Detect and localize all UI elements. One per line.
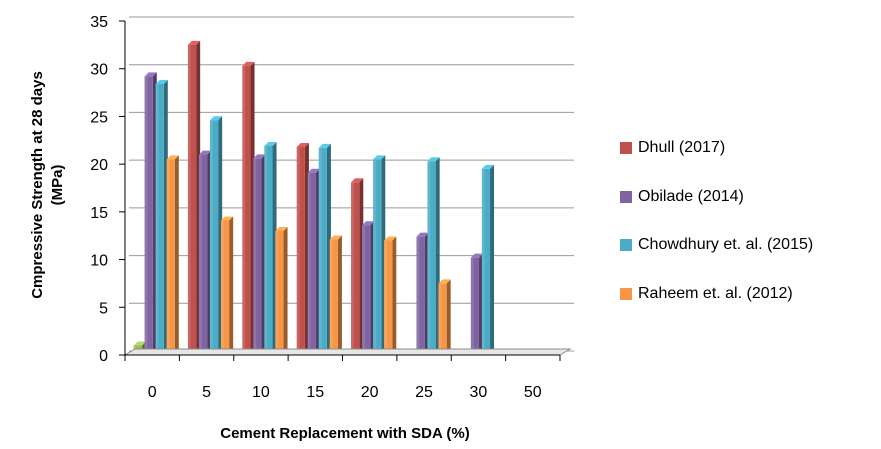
x-tick-label: 20	[361, 384, 379, 401]
y-tick-labels: 0 5 10 15 20 25 30 35	[90, 14, 108, 365]
y-tick-label: 0	[99, 348, 108, 365]
bar	[166, 155, 179, 355]
legend-swatch	[620, 142, 632, 154]
legend-item-dhull: Dhull (2017)	[620, 139, 875, 188]
legend-label: Dhull (2017)	[638, 139, 726, 156]
bar	[264, 142, 277, 355]
legend-label: Raheem et. al. (2012)	[638, 284, 793, 302]
y-tick-label: 5	[99, 300, 108, 317]
bar	[296, 142, 309, 355]
y-tick-label: 25	[90, 109, 108, 126]
x-axis-title: Cement Replacement with SDA (%)	[220, 425, 470, 442]
legend-label: Obilade (2014)	[638, 187, 744, 205]
bar	[253, 154, 266, 355]
y-axis-title: Cmpressive Strength at 28 days (MPa)	[29, 71, 66, 299]
x-tick-label: 5	[202, 384, 211, 401]
chart-floor	[123, 348, 572, 356]
bar	[209, 116, 223, 355]
x-tick-label: 30	[470, 384, 488, 401]
axes	[119, 20, 572, 361]
y-tick-label: 20	[90, 157, 108, 174]
y-tick-label: 35	[90, 14, 108, 31]
y-tick-label: 30	[90, 62, 108, 79]
bar	[427, 157, 440, 355]
x-tick-labels: 0 5 10 15 20 25 30 50	[148, 384, 542, 401]
legend-swatch	[620, 287, 632, 300]
bar	[481, 164, 495, 355]
legend-swatch	[620, 239, 632, 252]
legend-swatch	[620, 190, 632, 203]
bar	[384, 236, 397, 355]
bar	[416, 232, 429, 355]
bars	[133, 40, 495, 356]
y-tick-label: 10	[90, 253, 108, 270]
y-axis-title-line-1: Cmpressive Strength at 28 days	[29, 71, 46, 299]
bar	[362, 221, 375, 355]
legend-item-raheem: Raheem et. al. (2012)	[620, 285, 875, 334]
bar	[275, 226, 288, 355]
bar	[329, 235, 342, 355]
legend: Dhull (2017) Obilade (2014) Chowdhury et…	[620, 139, 875, 333]
bar	[187, 40, 201, 355]
bar	[144, 72, 157, 355]
x-tick-label: 25	[415, 384, 433, 401]
y-tick-label: 15	[90, 205, 108, 222]
bar	[318, 143, 331, 355]
bar	[198, 150, 212, 355]
legend-label: Chowdhury et. al. (2015)	[638, 236, 814, 254]
bar	[438, 279, 451, 355]
bar	[470, 253, 484, 355]
x-tick-label: 15	[306, 384, 324, 401]
y-axis-title-line-2: (MPa)	[49, 165, 66, 206]
legend-item-obilade: Obilade (2014)	[620, 188, 875, 237]
bar	[220, 216, 234, 355]
x-tick-label: 0	[148, 384, 157, 401]
legend-item-chowdhury: Chowdhury et. al. (2015)	[620, 236, 875, 285]
bar	[242, 61, 255, 355]
bar	[307, 168, 320, 355]
x-tick-label: 10	[252, 384, 270, 401]
bar	[373, 155, 386, 355]
bar	[351, 178, 364, 355]
x-tick-label: 50	[524, 384, 542, 401]
bar	[155, 79, 168, 356]
